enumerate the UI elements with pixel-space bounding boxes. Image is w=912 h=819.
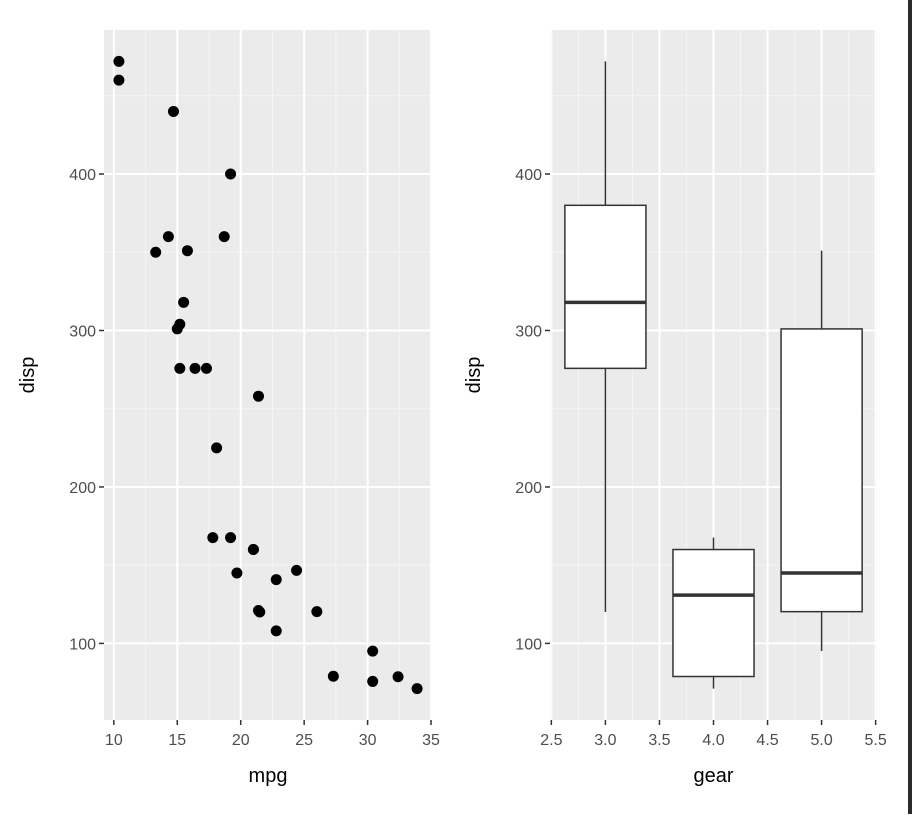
data-point — [291, 564, 303, 576]
x-axis-label: mpg — [249, 765, 288, 787]
y-axis-label: disp — [463, 357, 485, 394]
y-tick-label: 200 — [69, 480, 96, 497]
x-tick-label: 15 — [168, 732, 186, 749]
y-axis-label: disp — [17, 357, 39, 394]
data-point — [252, 390, 264, 402]
x-axis-label: gear — [693, 765, 733, 787]
data-point — [247, 544, 259, 556]
data-point — [311, 606, 323, 618]
x-tick-label: 2.5 — [540, 732, 562, 749]
x-tick-label: 3.5 — [648, 732, 670, 749]
data-point — [174, 362, 186, 374]
x-tick-label: 25 — [295, 732, 313, 749]
data-point — [181, 245, 193, 257]
data-point — [200, 362, 212, 374]
data-point — [171, 323, 183, 335]
box-iqr — [780, 328, 863, 613]
data-point — [411, 683, 423, 695]
x-tick-label: 10 — [105, 732, 123, 749]
box-gear-4 — [672, 537, 755, 689]
panel-background — [104, 30, 432, 720]
window-edge — [908, 0, 912, 814]
data-point — [113, 55, 125, 67]
x-tick-label: 20 — [232, 732, 250, 749]
data-point — [367, 645, 379, 657]
data-point — [252, 605, 264, 617]
x-tick-label: 35 — [422, 732, 440, 749]
data-point — [367, 675, 379, 687]
y-tick-label: 400 — [515, 167, 542, 184]
panel-1: 10 15 20 25 30 35 100 200 300 400 mpg disp — [17, 30, 440, 787]
y-tick-label: 200 — [515, 480, 542, 497]
data-point — [270, 574, 282, 586]
y-tick-label: 400 — [69, 167, 96, 184]
panel-2: 2.5 3.0 3.5 4.0 4.5 5.0 5.5 100 200 300 400 gear dis… — [463, 30, 887, 787]
x-tick-label: 30 — [359, 732, 377, 749]
data-point — [189, 362, 201, 374]
data-point — [392, 671, 404, 683]
x-tick-label: 3.0 — [594, 732, 616, 749]
data-point — [162, 231, 174, 243]
data-point — [178, 296, 190, 308]
data-point — [231, 567, 243, 579]
y-tick-label: 300 — [515, 323, 542, 340]
x-tick-label: 4.0 — [702, 732, 724, 749]
data-point — [225, 532, 237, 544]
box-gear-5 — [780, 250, 863, 652]
y-tick-label: 100 — [69, 636, 96, 653]
data-point — [327, 670, 339, 682]
box-iqr — [672, 548, 755, 678]
x-tick-label: 5.5 — [865, 732, 887, 749]
box-iqr — [564, 204, 647, 370]
data-point — [207, 532, 219, 544]
data-point — [167, 105, 179, 117]
y-tick-label: 300 — [69, 323, 96, 340]
data-point — [150, 246, 162, 258]
data-point — [225, 168, 237, 180]
y-tick-label: 100 — [515, 636, 542, 653]
x-tick-label: 5.0 — [810, 732, 832, 749]
x-tick-label: 4.5 — [756, 732, 778, 749]
data-point — [211, 442, 223, 454]
data-point — [218, 231, 230, 243]
data-point — [270, 625, 282, 637]
box-gear-3 — [564, 61, 647, 612]
data-point — [113, 74, 125, 86]
